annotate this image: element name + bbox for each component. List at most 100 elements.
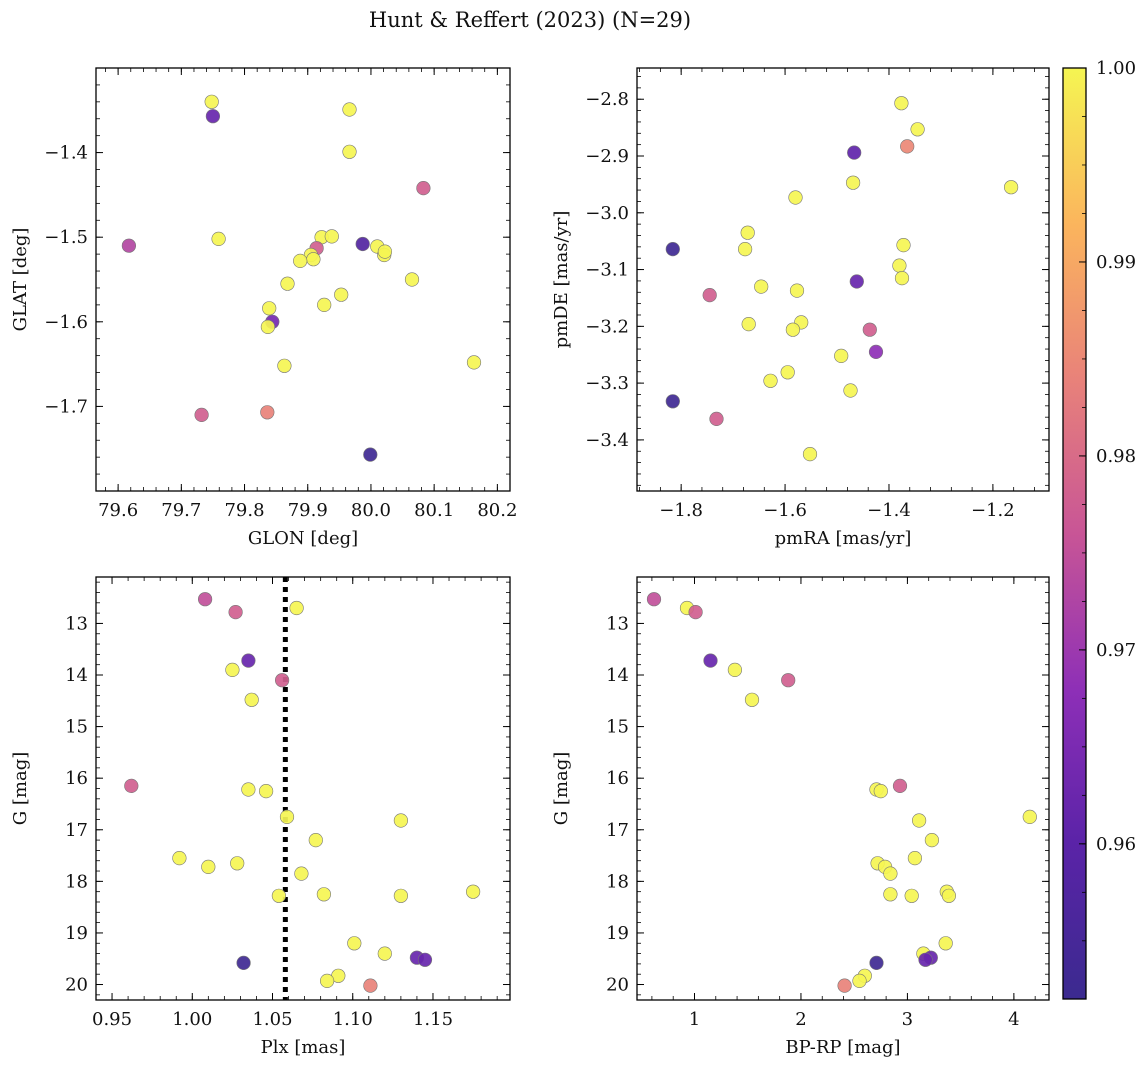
x-tick-label: 3: [902, 1009, 913, 1030]
scatter-point: [847, 145, 862, 160]
scatter-point: [416, 181, 431, 196]
y-tick-label: −1.5: [44, 227, 88, 248]
y-tick-label: 20: [606, 975, 629, 996]
x-axis-label: Plx [mas]: [261, 1037, 346, 1058]
scatter-point: [271, 888, 287, 903]
x-tick-label: 0.95: [92, 1009, 132, 1030]
scatter-point: [363, 978, 378, 993]
scatter-point: [334, 287, 349, 302]
y-tick-label: 13: [606, 613, 629, 634]
scatter-point: [894, 96, 909, 111]
y-tick-label: −3.2: [585, 316, 629, 337]
scatter-point: [665, 242, 680, 257]
y-axis-label: pmDE [mas/yr]: [551, 211, 572, 349]
colorbar-tick-label: 1.00: [1096, 58, 1136, 79]
scatter-point: [317, 297, 332, 313]
scatter-point: [883, 887, 898, 902]
scatter-point: [904, 888, 919, 903]
y-axis-label: G [mag]: [10, 752, 31, 825]
scatter-point: [260, 319, 276, 335]
scatter-point: [1022, 809, 1037, 825]
scatter-point: [754, 279, 769, 294]
y-tick-label: −3.0: [585, 203, 629, 224]
scatter-point: [781, 673, 796, 688]
y-axis-label: G [mag]: [551, 752, 572, 825]
scatter-point: [802, 447, 818, 462]
colorbar-tick-label: 0.96: [1096, 834, 1136, 855]
x-tick-label: 1.10: [333, 1009, 373, 1030]
scatter-point: [280, 276, 295, 291]
y-tick-label: 20: [65, 975, 88, 996]
x-tick-label: 1.00: [172, 1009, 212, 1030]
y-tick-label: 19: [65, 923, 88, 944]
colorbar-gradient: [1062, 67, 1087, 1000]
x-tick-label: 80.1: [414, 500, 454, 521]
x-tick-label: 1.05: [252, 1009, 292, 1030]
scatter-point: [293, 253, 308, 268]
y-tick-label: −3.3: [585, 373, 629, 394]
x-tick-label: 1.15: [413, 1009, 453, 1030]
scatter-point: [843, 383, 858, 398]
scatter-point: [466, 355, 482, 370]
x-tick-label: −1.6: [763, 500, 807, 521]
colorbar-tick-label: 0.98: [1096, 446, 1136, 467]
scatter-point: [741, 317, 756, 332]
scatter-point: [377, 946, 392, 961]
scatter-point: [377, 244, 393, 259]
scatter-point: [834, 348, 849, 364]
x-tick-label: 79.8: [224, 500, 264, 521]
scatter-point: [788, 190, 803, 205]
scatter-point: [868, 344, 884, 360]
y-tick-label: 16: [606, 768, 629, 789]
x-tick-label: −1.2: [971, 500, 1015, 521]
scatter-point: [789, 283, 805, 298]
scatter-point: [763, 373, 778, 388]
scatter-point: [918, 952, 933, 967]
x-tick-label: −1.4: [867, 500, 911, 521]
scatter-point: [316, 887, 332, 902]
scatter-point: [892, 778, 908, 794]
y-tick-label: 17: [606, 820, 629, 841]
scatter-point: [228, 604, 243, 620]
scatter-point: [941, 888, 957, 903]
y-tick-label: −3.1: [585, 260, 629, 281]
scatter-point: [404, 272, 420, 287]
scatter-point: [709, 411, 724, 427]
x-tick-label: 1: [689, 1009, 700, 1030]
scatter-point: [241, 782, 256, 797]
scatter-point: [703, 653, 718, 668]
scatter-point: [205, 109, 220, 124]
x-tick-label: 79.7: [161, 500, 201, 521]
scatter-point: [277, 358, 292, 373]
scatter-point: [688, 604, 703, 620]
scatter-point: [260, 405, 275, 420]
scatter-point: [737, 242, 753, 257]
colorbar-tick-label: 0.97: [1096, 640, 1136, 661]
scatter-point: [306, 252, 321, 267]
scatter-panel-3: 0.95 1.00 1.05 1.10 1.15 13 14 15 16 17 18 19 20 Plx …: [10, 576, 511, 1058]
scatter-point: [308, 832, 323, 848]
scatter-point: [244, 692, 259, 707]
axes-frame: [636, 67, 1050, 492]
scatter-point: [837, 978, 852, 993]
scatter-panel-2: −1.8 −1.6 −1.4 −1.2 −3.4 −3.3 −3.2 −3.1 −3.0 −2.9…: [551, 67, 1050, 549]
y-tick-label: 17: [65, 820, 88, 841]
y-tick-label: −1.7: [44, 396, 88, 417]
y-tick-label: 13: [65, 613, 88, 634]
scatter-point: [862, 322, 877, 337]
scatter-point: [236, 955, 251, 971]
y-tick-label: 15: [65, 717, 88, 738]
scatter-point: [1003, 180, 1019, 195]
scatter-point: [894, 271, 910, 286]
y-tick-label: 14: [65, 665, 88, 686]
scatter-point: [230, 856, 245, 871]
colorbar: 0.96 0.97 0.98 0.99 1.00: [1062, 58, 1136, 1000]
y-axis-label: GLAT [deg]: [10, 228, 31, 332]
scatter-panel-1: 79.6 79.7 79.8 79.9 80.0 80.1 80.2 −1.7 −1.6 −1.5…: [10, 67, 517, 549]
scatter-point: [892, 258, 907, 273]
scatter-point: [342, 102, 357, 117]
x-axis-label: GLON [deg]: [248, 528, 358, 549]
y-tick-label: −2.9: [585, 146, 629, 167]
scatter-point: [780, 365, 795, 380]
